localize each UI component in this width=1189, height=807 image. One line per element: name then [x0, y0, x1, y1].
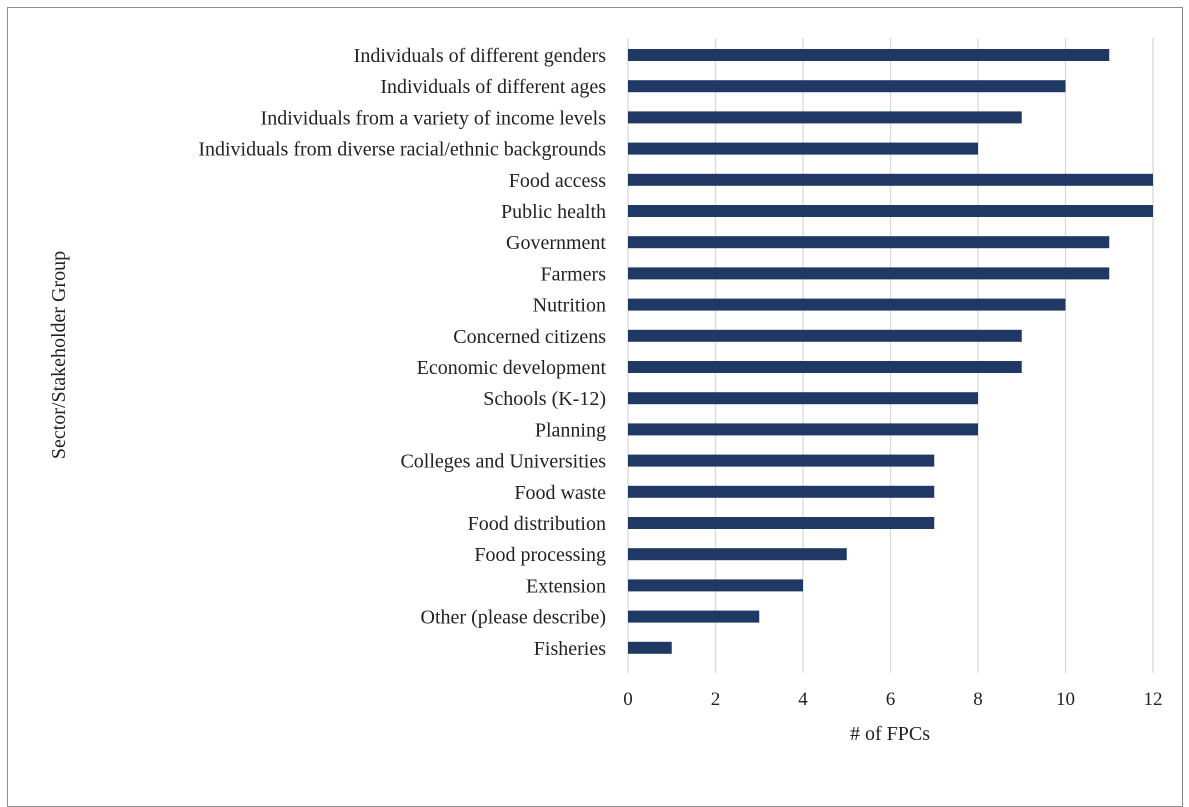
category-label: Food distribution: [468, 513, 606, 535]
x-tick-label: 0: [623, 689, 633, 710]
bar: [628, 236, 1110, 249]
x-tick-label: 6: [886, 689, 896, 710]
bar: [628, 142, 978, 155]
chart-frame: [7, 7, 1183, 807]
bars: [628, 49, 1153, 654]
category-label: Public health: [501, 201, 606, 223]
category-label: Economic development: [417, 357, 607, 379]
category-label: Fisheries: [534, 638, 606, 660]
bar: [628, 111, 1022, 124]
bar: [628, 80, 1066, 93]
bar: [628, 173, 1153, 186]
x-tick-label: 10: [1056, 689, 1075, 710]
x-tick-label: 2: [711, 689, 721, 710]
bar: [628, 641, 672, 654]
category-label: Extension: [526, 575, 606, 597]
bar: [628, 329, 1022, 342]
bar: [628, 517, 935, 529]
bar: [628, 454, 935, 467]
bar: [628, 392, 978, 405]
bar: [628, 298, 1066, 311]
category-label: Individuals from diverse racial/ethnic b…: [198, 139, 606, 161]
category-label: Individuals of different ages: [380, 76, 606, 98]
gridlines: [627, 38, 1154, 673]
category-label: Schools (K-12): [483, 388, 606, 410]
category-label: Food waste: [514, 482, 606, 504]
category-label: Nutrition: [533, 295, 606, 317]
category-label: Government: [506, 232, 606, 254]
x-axis-title: # of FPCs: [850, 723, 930, 745]
bar: [628, 423, 978, 436]
bar: [628, 361, 1022, 373]
bar: [628, 610, 760, 623]
x-tick-label: 8: [973, 689, 983, 710]
bar: [628, 485, 935, 498]
category-label: Concerned citizens: [453, 326, 606, 348]
bar: [628, 579, 803, 592]
bar: [628, 548, 847, 561]
bar: [628, 267, 1110, 280]
bar: [628, 49, 1110, 61]
bar: [628, 205, 1153, 217]
category-label: Colleges and Universities: [400, 451, 606, 473]
category-label: Planning: [535, 419, 606, 441]
category-label: Food access: [509, 170, 606, 192]
bar-chart: Individuals of different genders Individu…: [48, 38, 1163, 745]
category-label: Other (please describe): [421, 607, 606, 629]
category-labels: Individuals of different genders Individu…: [198, 45, 606, 660]
category-label: Individuals of different genders: [354, 45, 607, 67]
y-axis-title: Sector/Stakeholder Group: [48, 251, 70, 459]
x-tick-label: 4: [798, 689, 808, 710]
x-tick-label: 12: [1144, 689, 1163, 710]
category-label: Farmers: [540, 263, 606, 285]
x-tick-labels: 0 2 4 6 8 10 12: [623, 689, 1162, 710]
category-label: Food processing: [474, 544, 606, 566]
category-label: Individuals from a variety of income lev…: [261, 107, 607, 129]
